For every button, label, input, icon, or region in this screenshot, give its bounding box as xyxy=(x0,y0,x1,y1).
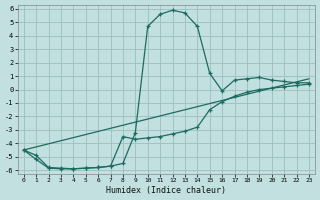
X-axis label: Humidex (Indice chaleur): Humidex (Indice chaleur) xyxy=(106,186,226,195)
